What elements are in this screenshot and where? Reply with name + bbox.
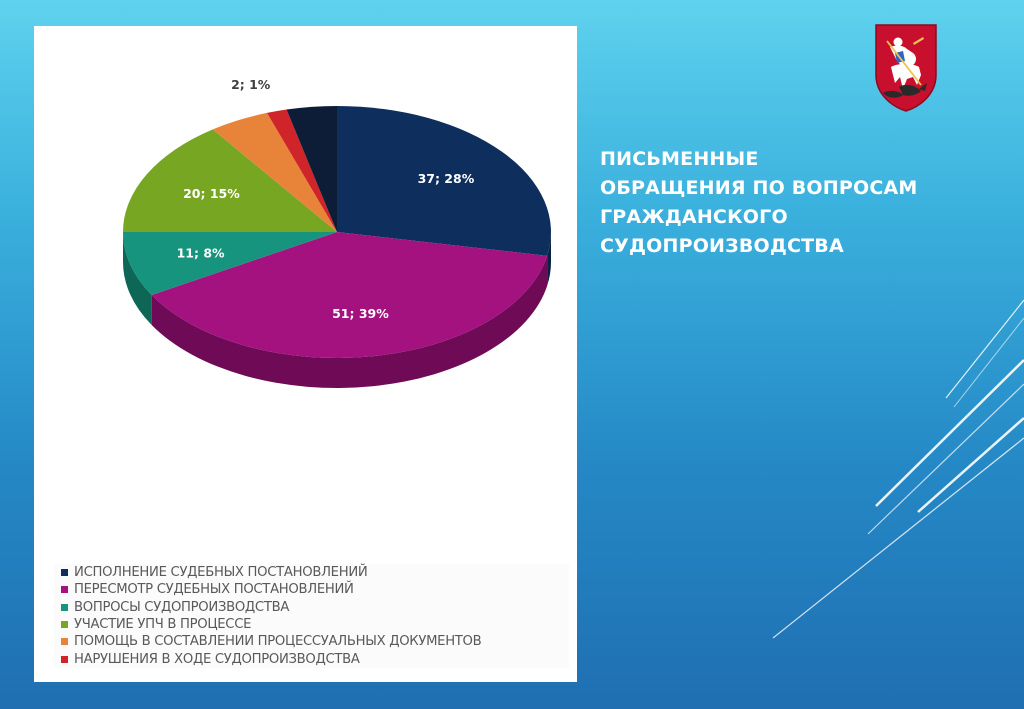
- pie-data-label: 20; 15%: [183, 186, 240, 201]
- slide-title: ПИСЬМЕННЫЕ ОБРАЩЕНИЯ ПО ВОПРОСАМ ГРАЖДАН…: [600, 145, 930, 261]
- pie-data-label: 6; 5%: [219, 100, 259, 115]
- legend-swatch: [61, 638, 68, 646]
- legend-label: ПОМОЩЬ В СОСТАВЛЕНИИ ПРОЦЕССУАЛЬНЫХ ДОКУ…: [74, 634, 482, 650]
- pie-data-label: 51; 39%: [332, 306, 389, 321]
- pie-slice: [212, 112, 337, 232]
- pie-slice: [267, 109, 337, 232]
- legend-label: НАРУШЕНИЯ В ХОДЕ СУДОПРОИЗВОДСТВА: [74, 651, 360, 667]
- moscow-coat-of-arms-icon: [875, 24, 937, 112]
- legend-item: УЧАСТИЕ УПЧ В ПРОЦЕССЕ: [54, 616, 569, 633]
- slide-title-line: СУДОПРОИЗВОДСТВА: [600, 235, 844, 257]
- pie-data-label: 2; 1%: [231, 77, 271, 92]
- slide-title-line: ГРАЖДАНСКОГО: [600, 206, 788, 228]
- pie-slice: [286, 106, 337, 232]
- legend-swatch: [61, 655, 68, 663]
- legend-item: ИСПОЛНЕНИЕ СУДЕБНЫХ ПОСТАНОВЛЕНИЙ: [54, 564, 569, 581]
- chart-panel: 37; 28% 51; 39% 11; 8% 20; 15% 6; 5% 2; 1% 5; …: [34, 26, 577, 682]
- legend-swatch: [61, 621, 68, 629]
- pie-data-label: 11; 8%: [177, 246, 225, 261]
- slide-title-line: ОБРАЩЕНИЯ ПО ВОПРОСАМ: [600, 177, 918, 199]
- pie-slice: [123, 232, 337, 295]
- legend-swatch: [61, 569, 68, 577]
- legend-label: УЧАСТИЕ УПЧ В ПРОЦЕССЕ: [74, 617, 252, 633]
- legend-item: НАРУШЕНИЯ В ХОДЕ СУДОПРОИЗВОДСТВА: [54, 650, 569, 667]
- legend-label: ВОПРОСЫ СУДОПРОИЗВОДСТВА: [74, 599, 290, 615]
- legend-label: ИСПОЛНЕНИЕ СУДЕБНЫХ ПОСТАНОВЛЕНИЙ: [74, 565, 368, 581]
- pie-slice-side: [123, 232, 152, 325]
- legend-label: ПЕРЕСМОТР СУДЕБНЫХ ПОСТАНОВЛЕНИЙ: [74, 582, 354, 598]
- legend-swatch: [61, 603, 68, 611]
- legend-swatch: [61, 586, 68, 594]
- legend-item: ПЕРЕСМОТР СУДЕБНЫХ ПОСТАНОВЛЕНИЙ: [54, 581, 569, 598]
- pie-slice: [123, 129, 337, 232]
- pie-slice: [337, 106, 551, 256]
- pie-slice: [151, 232, 548, 358]
- pie-slice-side: [547, 232, 551, 286]
- slide-title-line: ПИСЬМЕННЫЕ: [600, 148, 759, 170]
- pie-data-label: 37; 28%: [418, 171, 475, 186]
- legend-item: ВОПРОСЫ СУДОПРОИЗВОДСТВА: [54, 599, 569, 616]
- pie-data-label: 5; 4%: [284, 87, 324, 102]
- legend-item: ПОМОЩЬ В СОСТАВЛЕНИИ ПРОЦЕССУАЛЬНЫХ ДОКУ…: [54, 633, 569, 650]
- pie-chart: 37; 28% 51; 39% 11; 8% 20; 15% 6; 5% 2; 1% 5; …: [123, 77, 551, 388]
- pie-slice-side: [151, 255, 548, 388]
- chart-legend: ИСПОЛНЕНИЕ СУДЕБНЫХ ПОСТАНОВЛЕНИЙ ПЕРЕСМО…: [54, 564, 569, 668]
